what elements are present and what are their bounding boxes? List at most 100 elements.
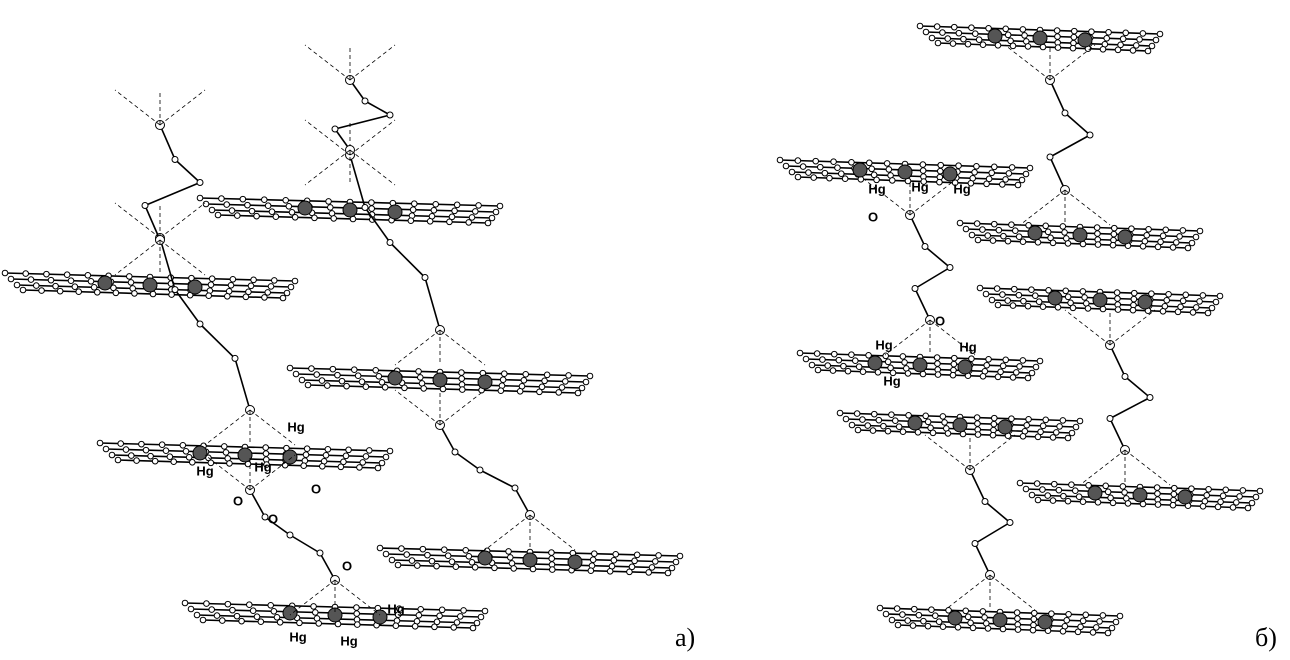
atom [940, 414, 946, 420]
atom [330, 366, 336, 372]
molecule-layer [777, 157, 1033, 188]
contact [1065, 310, 1110, 345]
atom [454, 620, 460, 626]
atom [431, 207, 437, 213]
molecule-layer [287, 365, 593, 396]
atom [393, 623, 399, 629]
atom [492, 565, 498, 571]
atom [297, 620, 303, 626]
bond [915, 268, 950, 289]
atom [223, 450, 229, 456]
atom [1025, 303, 1031, 309]
atom [896, 424, 902, 430]
atom [395, 562, 401, 568]
atom [459, 387, 465, 393]
atom [795, 174, 801, 180]
atom [1166, 291, 1172, 297]
atom [1053, 430, 1059, 436]
contact [305, 45, 350, 80]
atom [1144, 232, 1150, 238]
atom [225, 601, 231, 607]
atom [134, 458, 140, 464]
atom [434, 563, 440, 569]
atom [1170, 502, 1176, 508]
atom [1085, 306, 1091, 312]
atom [989, 170, 995, 176]
atom [991, 221, 997, 227]
atom [1106, 29, 1112, 35]
atom [23, 271, 29, 277]
atom [970, 625, 976, 631]
atom [354, 611, 360, 617]
atom [590, 557, 596, 563]
atom [1060, 418, 1066, 424]
atom [1057, 424, 1063, 430]
atom [1133, 43, 1139, 49]
atom [1050, 498, 1056, 504]
atom [1009, 416, 1015, 422]
atom [53, 283, 59, 289]
atom [995, 374, 1001, 380]
atom [1120, 36, 1126, 42]
atom [94, 289, 100, 295]
atom [163, 448, 169, 454]
atom [1064, 617, 1070, 623]
atom [985, 626, 991, 632]
atom [414, 563, 420, 569]
atom [980, 609, 986, 615]
molecule-layer [957, 220, 1203, 251]
atom [1043, 417, 1049, 423]
atom [1193, 234, 1199, 240]
atom [447, 219, 453, 225]
atom [1175, 309, 1181, 315]
atom [883, 611, 889, 617]
atom [965, 41, 971, 47]
atom [984, 362, 990, 368]
atom [268, 602, 274, 608]
atom [354, 605, 360, 611]
bond [290, 535, 320, 553]
contact [350, 120, 395, 155]
atom [795, 158, 801, 164]
atom [982, 615, 988, 621]
molecular-drawing [2, 23, 1263, 636]
atom [377, 545, 383, 551]
atom [1069, 430, 1075, 436]
atom [911, 606, 917, 612]
atom [243, 294, 249, 300]
bond [985, 502, 1010, 523]
atom [980, 373, 986, 379]
atom [885, 428, 891, 434]
contact [945, 575, 990, 610]
atom [870, 428, 876, 434]
atom [33, 283, 39, 289]
atom [969, 232, 975, 238]
atom [461, 608, 467, 614]
hg-atom [1138, 295, 1152, 309]
molecule-layer [837, 410, 1083, 441]
atom [189, 459, 195, 465]
atom [1253, 494, 1259, 500]
contact [1065, 190, 1110, 225]
atom [797, 350, 803, 356]
linker [925, 435, 1035, 610]
atom [562, 379, 568, 385]
atom [469, 215, 475, 221]
atom [472, 209, 478, 215]
atom [827, 175, 833, 181]
atom [917, 23, 923, 29]
atom [923, 29, 929, 35]
atom [1073, 424, 1079, 430]
atom [128, 280, 134, 286]
atom [1110, 242, 1116, 248]
atom [1032, 293, 1038, 299]
hg-atom [388, 371, 402, 385]
hg-atom [913, 358, 927, 372]
atom [408, 218, 414, 224]
hg-atom [853, 163, 867, 177]
atom [942, 420, 948, 426]
atom [1200, 503, 1206, 509]
atom [463, 547, 469, 553]
contact [970, 435, 1015, 470]
atom [817, 164, 823, 170]
